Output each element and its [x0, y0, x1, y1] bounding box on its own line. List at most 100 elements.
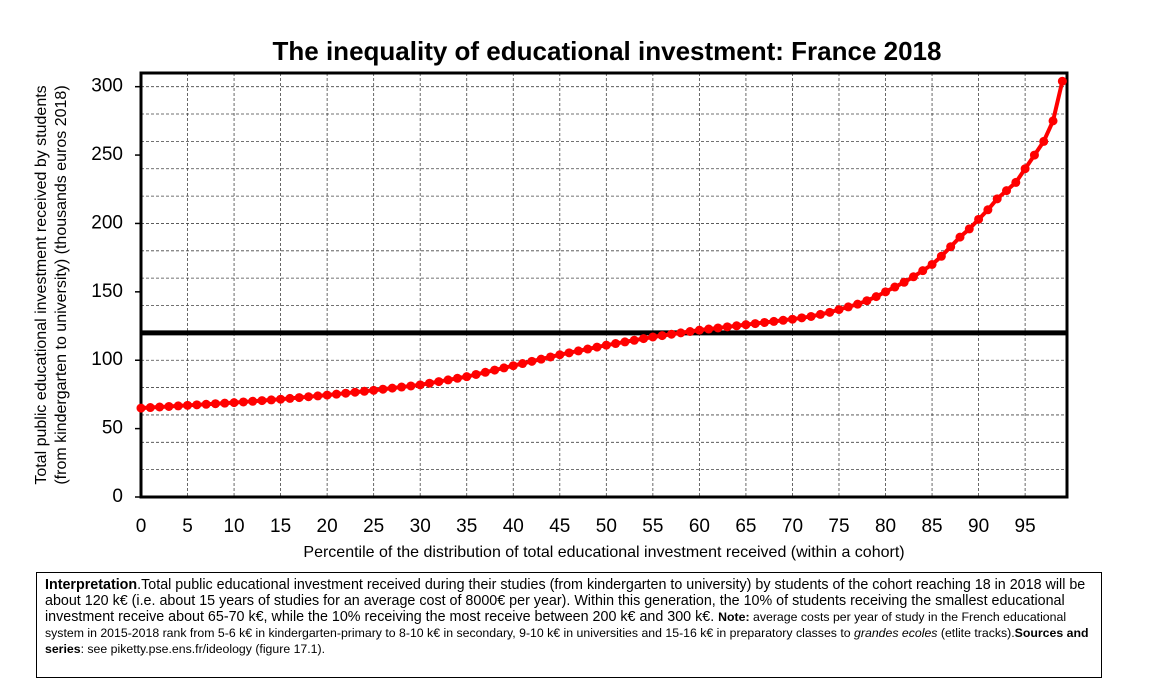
x-tick-label: 80	[875, 516, 896, 537]
data-point	[611, 339, 621, 349]
data-point	[378, 384, 388, 394]
data-point	[499, 363, 509, 373]
data-point	[983, 205, 993, 215]
data-point	[1002, 186, 1012, 196]
data-point	[815, 309, 825, 319]
annotation-text: average costs per year of study in the F…	[45, 610, 1067, 640]
data-point	[760, 317, 770, 327]
chart-title: The inequality of educational investment…	[273, 36, 942, 66]
data-point	[359, 386, 369, 396]
data-point	[331, 389, 341, 399]
data-point	[694, 325, 704, 335]
x-tick-label: 95	[1015, 516, 1036, 537]
data-point	[304, 392, 314, 402]
data-point	[1048, 116, 1058, 126]
data-line	[140, 80, 1065, 411]
data-point	[220, 398, 230, 408]
annotation-box: Interpretation.Total public educational …	[36, 572, 1102, 678]
y-axis-label: Total public educational investment rece…	[33, 85, 50, 484]
x-tick-label: 25	[363, 516, 384, 537]
data-point	[313, 391, 323, 401]
data-point	[201, 399, 211, 409]
data-point	[927, 259, 937, 269]
data-point	[639, 334, 649, 344]
x-tick-label: 20	[317, 516, 338, 537]
data-point	[946, 242, 956, 252]
data-point	[862, 296, 872, 306]
data-point	[229, 398, 239, 408]
data-point	[843, 302, 853, 312]
data-point	[853, 299, 863, 309]
data-point	[164, 401, 174, 411]
x-tick-label: 55	[642, 516, 663, 537]
data-point	[248, 396, 258, 406]
data-point	[620, 337, 630, 347]
x-tick-label: 70	[782, 516, 803, 537]
data-point	[741, 320, 751, 330]
data-point	[750, 319, 760, 329]
data-point	[592, 342, 602, 352]
data-point	[145, 403, 155, 413]
data-point	[173, 401, 183, 411]
data-point	[257, 396, 267, 406]
y-tick-label: 200	[91, 212, 123, 233]
annotation-text: grandes ecoles	[854, 626, 938, 640]
data-point	[881, 287, 891, 297]
data-point	[685, 327, 695, 337]
data-point	[583, 344, 593, 354]
data-point	[908, 272, 918, 282]
annotation-text: .Total public educational investment rec…	[45, 577, 1086, 625]
data-point	[871, 292, 881, 302]
data-point	[825, 307, 835, 317]
data-point	[974, 214, 984, 224]
y-tick-label: 250	[91, 144, 123, 165]
y-tick-label: 300	[91, 76, 123, 97]
data-point	[1057, 76, 1067, 86]
data-point	[518, 359, 528, 369]
data-point	[648, 332, 658, 342]
x-tick-label: 75	[828, 516, 849, 537]
data-point	[564, 348, 574, 358]
data-point	[936, 251, 946, 261]
x-tick-label: 5	[182, 516, 193, 537]
data-point	[992, 194, 1002, 204]
x-tick-label: 15	[270, 516, 291, 537]
data-point	[443, 375, 453, 385]
data-point	[462, 372, 472, 382]
x-tick-label: 45	[549, 516, 570, 537]
data-point	[415, 380, 425, 390]
x-tick-label: 30	[410, 516, 431, 537]
annotation-heading: Note:	[718, 610, 750, 624]
data-point	[657, 331, 667, 341]
data-point	[369, 385, 379, 395]
x-tick-label: 85	[921, 516, 942, 537]
data-point	[769, 316, 779, 326]
data-point	[918, 266, 928, 276]
data-point	[834, 305, 844, 315]
annotation-text: : see piketty.pse.ens.fr/ideology (figur…	[80, 642, 326, 656]
data-point	[508, 361, 518, 371]
data-point	[573, 346, 583, 356]
data-point	[406, 381, 416, 391]
data-point	[285, 393, 295, 403]
data-point	[490, 365, 500, 375]
y-tick-label: 150	[91, 281, 123, 302]
data-point	[294, 393, 304, 403]
data-point	[527, 356, 537, 366]
data-point	[713, 323, 723, 333]
data-point	[787, 314, 797, 324]
x-tick-label: 90	[968, 516, 989, 537]
data-point	[955, 232, 965, 242]
annotation-heading: Interpretation	[45, 577, 138, 593]
data-point	[964, 224, 974, 234]
x-axis-label: Percentile of the distribution of total …	[303, 544, 904, 561]
data-point	[797, 313, 807, 323]
x-tick-label: 60	[689, 516, 710, 537]
data-point	[192, 400, 202, 410]
data-point	[806, 311, 816, 321]
data-point	[1020, 164, 1030, 174]
data-point	[276, 394, 286, 404]
data-point	[601, 340, 611, 350]
data-point	[890, 282, 900, 292]
